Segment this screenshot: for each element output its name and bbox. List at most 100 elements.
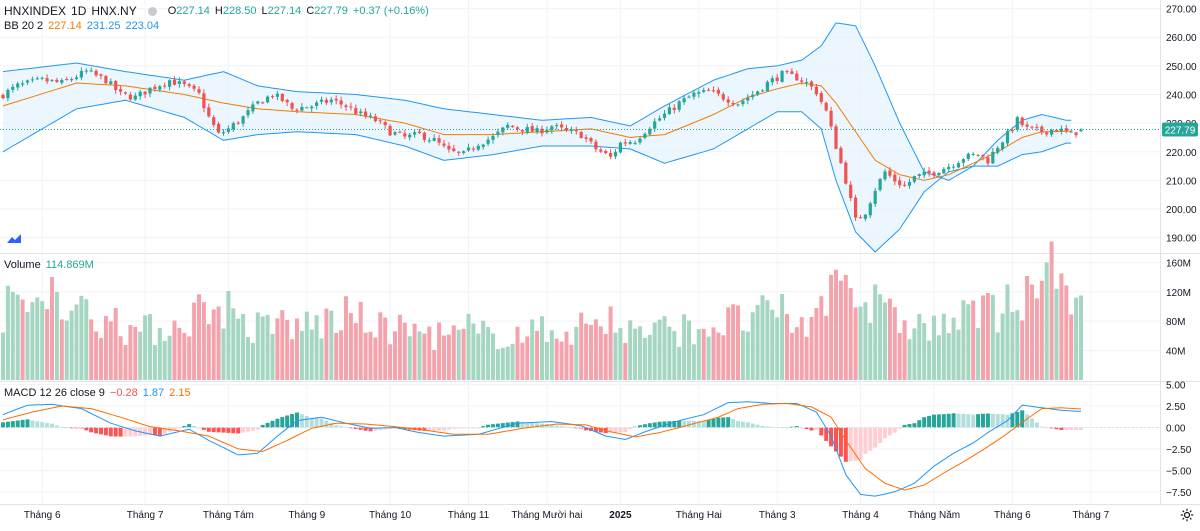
candle-body — [104, 76, 108, 84]
settings-gear-icon[interactable] — [1180, 508, 1194, 522]
candle — [481, 143, 485, 150]
candle-body — [760, 90, 765, 92]
candle-body — [408, 134, 412, 138]
candle — [491, 133, 495, 144]
price-tick-label: 270.00 — [1166, 5, 1197, 16]
volume-bar — [192, 302, 197, 380]
candle-body — [648, 128, 652, 135]
candle — [60, 78, 64, 85]
exchange-label[interactable]: HNX.NY — [91, 4, 137, 18]
volume-bar — [172, 320, 177, 380]
volume-bar — [177, 327, 182, 380]
volume-bar — [701, 328, 706, 380]
volume-bar — [152, 345, 157, 380]
candle — [143, 91, 147, 99]
candle — [231, 121, 235, 132]
volume-tick-label: 120M — [1166, 288, 1191, 299]
candle — [1069, 129, 1073, 133]
volume-bar — [348, 313, 353, 380]
candle-body — [212, 117, 216, 125]
candle — [584, 134, 588, 143]
candle — [697, 89, 701, 98]
candle — [55, 77, 59, 84]
macd-hist-bar — [422, 427, 427, 431]
candle — [795, 70, 799, 82]
candle-body — [981, 155, 985, 157]
candle — [702, 87, 706, 94]
candle-body — [707, 89, 711, 91]
macd-hist-bar — [1025, 414, 1030, 428]
bb-label: BB 20 2 — [4, 20, 44, 32]
macd-hist-bar — [162, 427, 167, 434]
candle-body — [251, 104, 255, 112]
symbol-name[interactable]: HNXINDEX — [4, 4, 67, 18]
candle-body — [790, 71, 794, 74]
candle-body — [765, 81, 769, 92]
candle-body — [560, 124, 564, 128]
volume-label: Volume — [4, 259, 41, 271]
candle-body — [241, 116, 245, 124]
candle — [662, 109, 667, 121]
candle-body — [809, 81, 814, 87]
symbol-legend: HNXINDEX 1D HNX.NY O 227.14 H 228.50 L 227.… — [4, 4, 429, 18]
macd-hist-bar — [638, 425, 642, 428]
volume-bar — [1010, 312, 1015, 380]
time-label: Tháng 6 — [24, 510, 61, 521]
candle-body — [99, 74, 103, 76]
macd-hist-bar — [530, 422, 535, 428]
candle — [1064, 124, 1068, 134]
macd-hist-bar — [985, 413, 990, 428]
candle-body — [246, 110, 250, 116]
candle — [398, 130, 402, 134]
candle — [731, 100, 735, 107]
candle — [295, 108, 299, 114]
candle-body — [824, 102, 828, 111]
candle — [163, 82, 167, 89]
candle — [388, 124, 392, 137]
candle — [824, 101, 828, 112]
candle — [427, 137, 431, 144]
volume-bar — [432, 349, 437, 380]
macd-hist-bar — [40, 422, 45, 428]
volume-bar — [677, 346, 682, 380]
candle-body — [893, 174, 897, 182]
candle-body — [800, 80, 804, 82]
volume-bar — [794, 327, 799, 380]
volume-bar — [848, 288, 853, 380]
macd-hist-bar — [246, 427, 250, 432]
volume-legend[interactable]: Volume 114.869M — [4, 259, 94, 271]
macd-hist-bar — [569, 427, 574, 429]
volume-bar — [99, 338, 103, 380]
candle-body — [344, 105, 348, 108]
macd-hist-bar — [1020, 410, 1025, 428]
volume-bar — [544, 342, 549, 380]
candle-body — [491, 135, 495, 140]
tradingview-logo-icon[interactable] — [6, 232, 22, 244]
volume-bar — [554, 338, 559, 380]
macd-hist-bar — [143, 427, 148, 436]
time-label: Tháng 7 — [127, 510, 164, 521]
macd-hist-bar — [299, 414, 304, 428]
candle-body — [256, 101, 260, 104]
interval-label[interactable]: 1D — [71, 4, 87, 18]
macd-hist-bar — [682, 420, 687, 428]
time-label: Tháng 6 — [994, 510, 1031, 521]
bb-legend[interactable]: BB 20 2 227.14 231.25 223.04 — [4, 20, 159, 32]
macd-hist-bar — [1069, 427, 1074, 430]
candle-body — [432, 137, 436, 141]
candle-body — [368, 115, 373, 117]
candle — [221, 129, 226, 136]
volume-bar — [559, 341, 564, 380]
macd-hist-bar — [804, 427, 809, 430]
macd-hist-bar — [731, 419, 736, 428]
macd-hist-bar — [295, 412, 299, 428]
volume-bar — [638, 326, 642, 380]
candle — [623, 138, 627, 147]
macd-legend[interactable]: MACD 12 26 close 9 −0.28 1.87 2.15 — [4, 387, 191, 399]
volume-bar — [383, 317, 388, 380]
volume-bar — [69, 310, 74, 380]
candle-body — [687, 96, 691, 98]
macd-hist-bar — [182, 426, 187, 428]
